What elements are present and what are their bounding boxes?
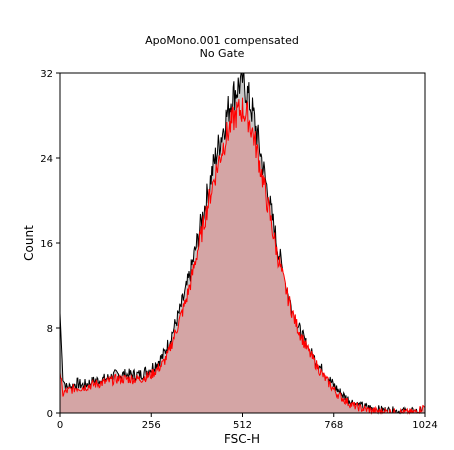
y-tick-label: 16 (40, 239, 53, 250)
x-axis: 0 256 512 768 1024 (57, 413, 438, 431)
x-tick-label: 256 (142, 420, 161, 431)
y-tick-label: 8 (47, 324, 53, 335)
y-axis-label: Count (22, 225, 36, 261)
plot-area (59, 72, 426, 415)
x-tick-label: 0 (57, 420, 63, 431)
x-tick-label: 768 (324, 420, 343, 431)
series-b-area (60, 97, 425, 413)
series-b-line (59, 97, 426, 415)
y-tick-label: 32 (40, 69, 53, 80)
chart-title: ApoMono.001 compensated (145, 34, 299, 47)
chart-subtitle: No Gate (200, 47, 245, 60)
y-axis: 0 8 16 24 32 (40, 69, 60, 420)
y-tick-label: 24 (40, 154, 53, 165)
x-tick-label: 1024 (412, 420, 437, 431)
y-tick-label: 0 (47, 409, 53, 420)
x-axis-label: FSC-H (224, 432, 260, 446)
x-tick-label: 512 (233, 420, 252, 431)
